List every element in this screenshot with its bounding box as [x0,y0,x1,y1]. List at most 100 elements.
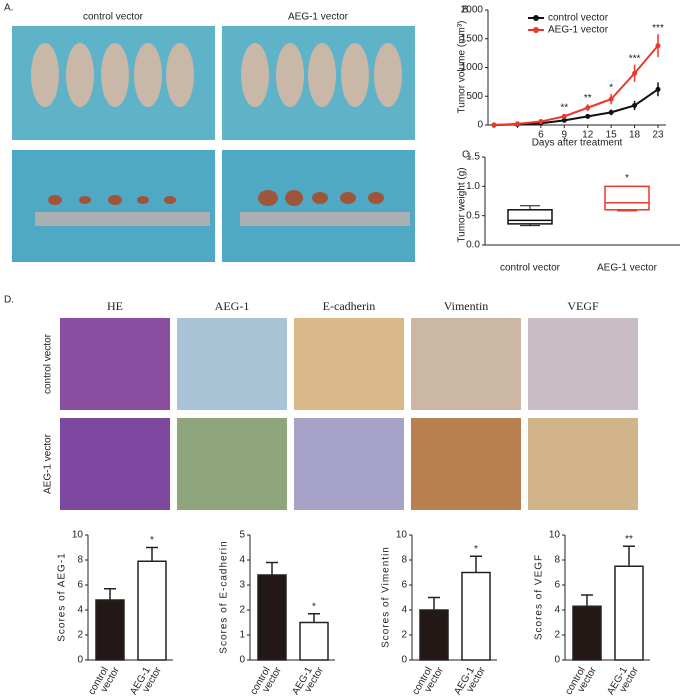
y-tick-label: 8 [401,555,407,566]
y-tick-label: 10 [549,530,561,541]
y-axis-label: Tumor weight (g) [457,167,468,242]
x-tick-label: AEG-1 vector [597,263,658,274]
panel-label: D. [4,295,14,306]
y-tick-label: 10 [72,530,84,541]
bar [137,560,167,661]
y-tick-label: 2000 [461,5,484,16]
point [585,113,591,119]
point [514,121,520,127]
mouse-photos [12,26,415,262]
y-tick-label: 0.0 [466,240,480,251]
y-tick-label: 4 [401,605,407,616]
x-tick-label: 9 [562,130,568,141]
y-axis-label: Scores of VEGF [534,554,545,640]
y-axis-label: Scores of E-cadherin [219,540,230,653]
panel-label: B. [462,5,471,16]
x-tick-label: 18 [629,130,641,141]
bar [95,599,125,661]
legend-label: control vector [548,13,609,24]
y-axis-label: Tumor volume (mm³) [457,21,468,114]
x-tick-label: 6 [538,130,544,141]
y-tick-label: 500 [466,91,483,102]
significance: * [474,544,478,555]
y-tick-label: 3 [239,580,245,591]
y-tick-label: 10 [396,530,408,541]
column-label: E-cadherin [323,299,376,313]
y-tick-label: 8 [554,555,560,566]
x-tick-label: 23 [652,130,664,141]
significance: ** [625,534,633,545]
significance: * [625,173,629,184]
column-label: VEGF [567,299,599,313]
bar [299,621,329,661]
y-tick-label: 0 [77,655,83,666]
bar [572,605,602,661]
x-tick-label: control vector [500,263,561,274]
point [608,109,614,115]
y-tick-label: 2 [401,630,407,641]
significance: ** [560,103,568,114]
x-tick-label: 15 [606,130,618,141]
point [585,105,591,111]
point [538,119,544,125]
legend-marker [533,15,539,21]
y-tick-label: 2 [239,605,245,616]
legend-marker [533,27,539,33]
column-label: HE [107,299,123,313]
y-axis-label: Scores of AEG-1 [57,552,68,641]
significance: * [150,535,154,546]
bar [419,609,449,661]
y-tick-label: 1.5 [466,152,480,163]
point [608,96,614,102]
point [632,70,638,76]
y-tick-label: 0 [554,655,560,666]
point [655,86,661,92]
y-axis-label: Scores of Vimentin [381,546,392,648]
y-tick-label: 8 [77,555,83,566]
y-tick-label: 2 [77,630,83,641]
row-label: control vector [43,333,54,394]
y-tick-label: 1 [239,630,245,641]
point [632,102,638,108]
significance: *** [652,23,664,34]
box [507,209,553,225]
legend-label: AEG-1 vector [548,25,609,36]
y-tick-label: 1500 [461,33,484,44]
bar [614,565,644,661]
box [604,185,650,211]
y-tick-label: 6 [77,580,83,591]
y-tick-label: 6 [401,580,407,591]
column-label: AEG-1 [215,299,250,313]
significance: * [312,601,316,612]
significance: * [609,83,613,94]
panel-label: A. [4,3,13,14]
point [561,113,567,119]
point [655,43,661,49]
y-tick-label: 1000 [461,62,484,73]
point [561,117,567,123]
series-line [493,45,659,126]
ihc-images [60,318,638,510]
x-tick-label: 12 [582,130,594,141]
significance: *** [629,53,641,64]
bar [461,571,491,661]
panel-label: C. [462,150,472,161]
y-tick-label: 0 [477,120,483,131]
y-tick-label: 2 [554,630,560,641]
y-tick-label: 0 [401,655,407,666]
y-tick-label: 6 [554,580,560,591]
y-tick-label: 0.5 [466,210,480,221]
y-tick-label: 0 [239,655,245,666]
significance: ** [584,93,592,104]
column-label: Vimentin [444,299,489,313]
y-tick-label: 1.0 [466,181,480,192]
y-tick-label: 4 [239,555,245,566]
photo-label: AEG-1 vector [288,12,349,23]
photo-label: control vector [83,12,144,23]
point [491,122,497,128]
x-axis-label: Days after treatment [532,138,623,149]
y-tick-label: 4 [554,605,560,616]
y-tick-label: 4 [77,605,83,616]
row-label: AEG-1 vector [43,433,54,494]
